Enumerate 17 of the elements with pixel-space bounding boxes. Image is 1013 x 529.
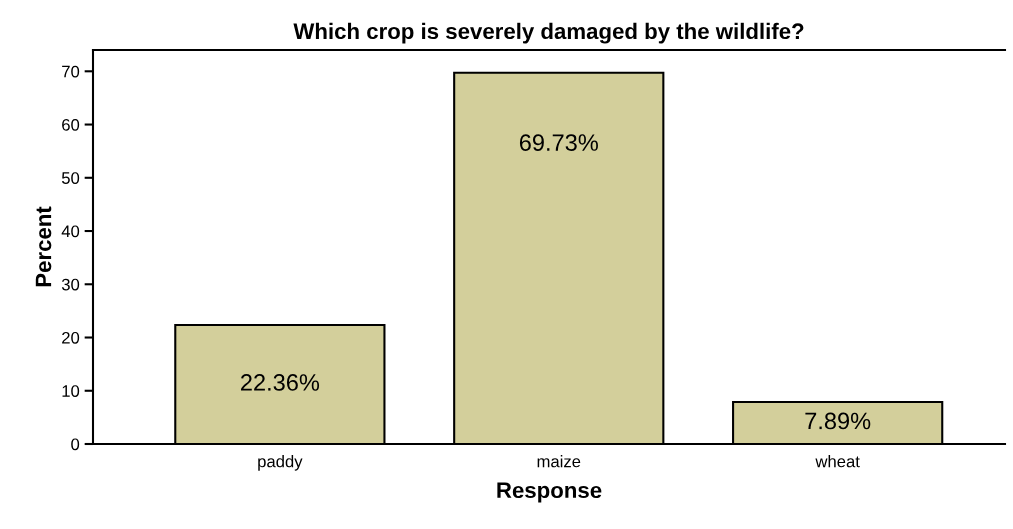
y-tick-label: 0 [71, 438, 80, 451]
y-axis-title: Percent [35, 206, 52, 287]
x-tick-label: paddy [258, 455, 303, 471]
y-tick-label: 10 [62, 385, 80, 397]
y-tick-label: 20 [62, 331, 80, 344]
x-tick-label: wheat [815, 455, 860, 468]
y-tick-label: 70 [62, 65, 80, 78]
y-tick-label: 30 [61, 278, 80, 291]
data-label: 22.36% [241, 374, 320, 391]
y-tick-label: 40 [61, 225, 80, 238]
data-label: 69.73% [519, 134, 598, 151]
y-tick-label: 60 [62, 118, 80, 131]
data-label: 7.89% [805, 412, 871, 430]
chart-title: Which crop is severely damaged by the wildlife? [293, 22, 804, 44]
x-tick-label: maize [537, 455, 581, 468]
y-tick-label: 50 [61, 172, 80, 184]
x-axis-title: Response [497, 482, 602, 503]
